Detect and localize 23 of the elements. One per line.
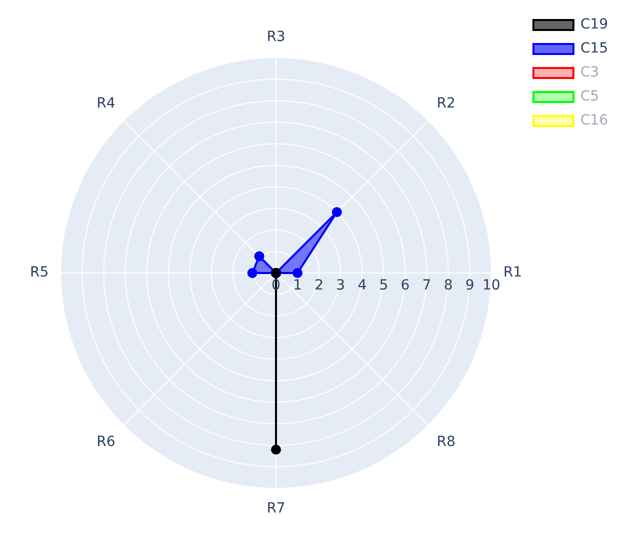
spoke-label: R2: [436, 95, 456, 112]
y-tick-label: 8: [444, 278, 453, 294]
legend-label: C19: [580, 16, 608, 33]
legend-label: C15: [580, 40, 608, 57]
y-tick-label: 7: [422, 278, 432, 294]
y-tick-label: 10: [482, 278, 500, 294]
spoke-label: R4: [96, 95, 116, 112]
y-tick-label: 4: [358, 278, 367, 294]
y-tick-label: 6: [400, 278, 410, 294]
y-tick-label: 9: [465, 278, 474, 294]
spoke-label: R6: [96, 434, 116, 450]
y-tick-label: 1: [293, 278, 302, 294]
spoke-label: R5: [30, 264, 49, 281]
legend-label: C16: [580, 112, 608, 129]
y-tick-label: 2: [314, 278, 324, 294]
y-tick-label: 5: [379, 278, 388, 294]
legend-label: C5: [580, 88, 600, 105]
spoke-label: R3: [266, 28, 286, 45]
legend-label: C3: [580, 64, 600, 81]
y-tick-label: 3: [336, 278, 346, 294]
spoke-label: R1: [503, 264, 522, 281]
spoke-label: R8: [436, 434, 456, 450]
spoke-label: R7: [266, 500, 286, 516]
